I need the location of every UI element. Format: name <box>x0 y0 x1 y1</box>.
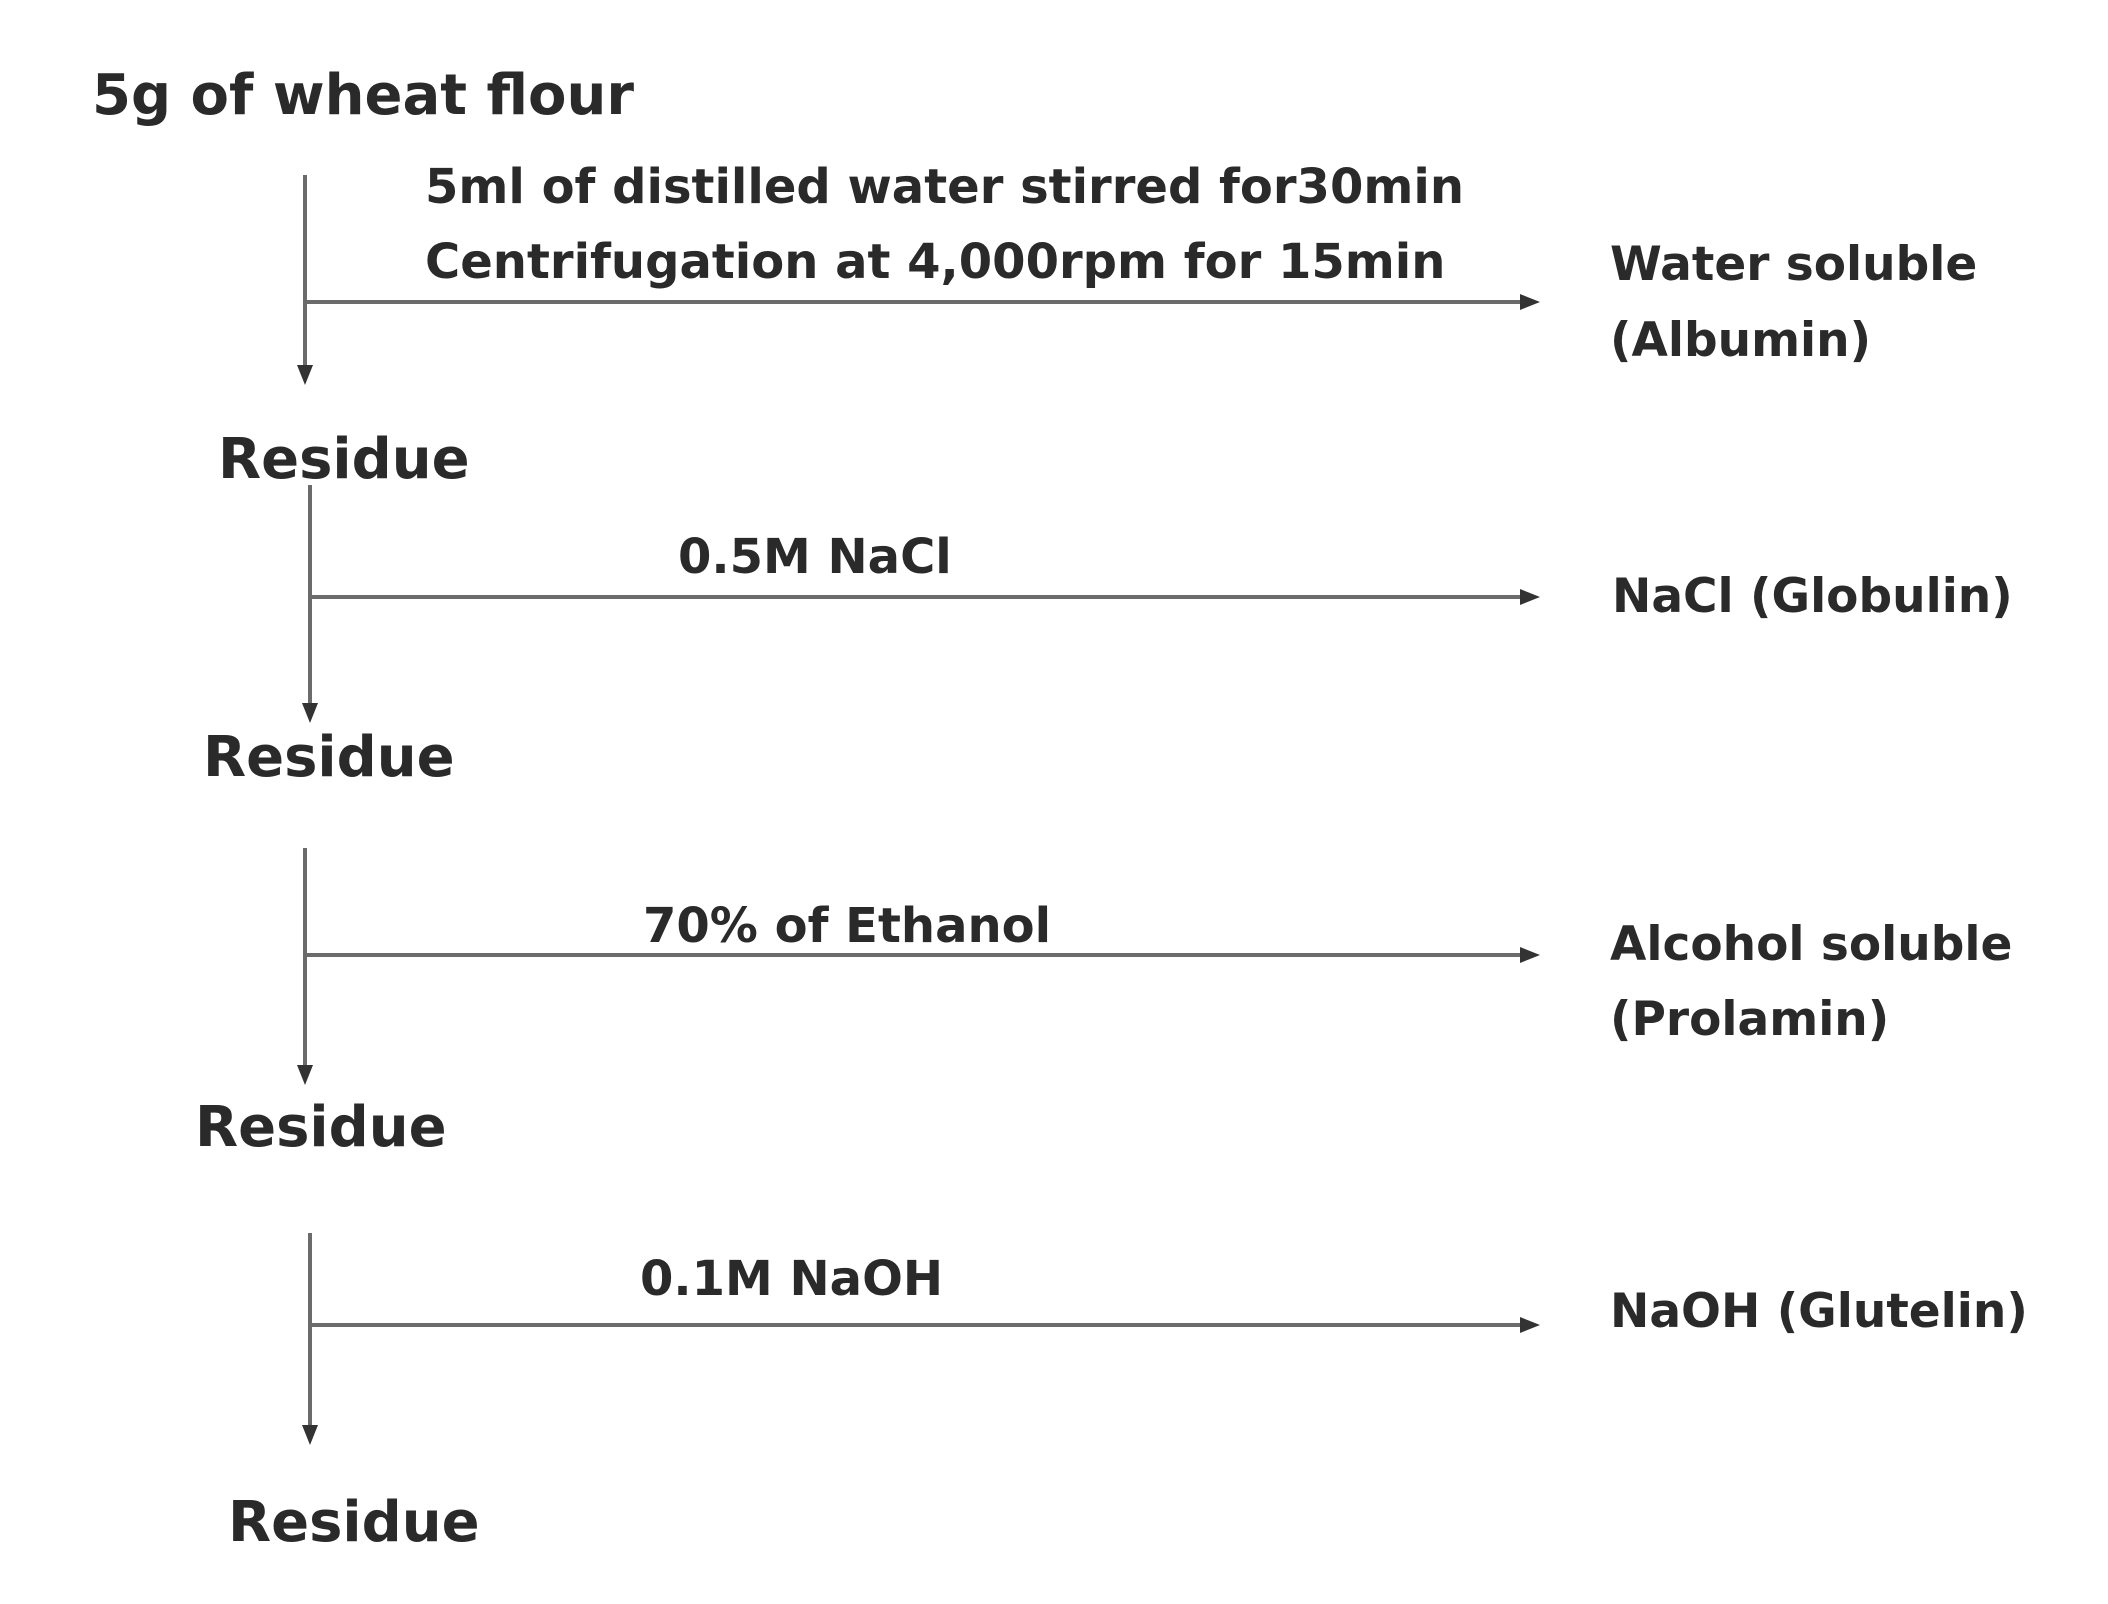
down-arrowhead-4 <box>302 1425 318 1445</box>
step-1-condition-line-1: 5ml of distilled water stirred for30min <box>425 159 1464 215</box>
down-arrowhead-1 <box>297 365 313 385</box>
residue-label-3: Residue <box>195 1095 447 1160</box>
step-3-product-line-1: Alcohol soluble <box>1610 917 2012 972</box>
step-2-product-line-1: NaCl (Globulin) <box>1612 569 2013 624</box>
down-arrowhead-2 <box>302 703 318 723</box>
step-4-condition-line-1: 0.1M NaOH <box>640 1251 943 1307</box>
step-2-condition-line-1: 0.5M NaCl <box>678 529 952 585</box>
right-arrowhead-4 <box>1520 1317 1540 1333</box>
step-4-product-line-1: NaOH (Glutelin) <box>1610 1284 2028 1339</box>
right-arrowhead-2 <box>1520 589 1540 605</box>
step-1-product-line-2: (Albumin) <box>1610 313 1871 368</box>
step-3: 70% of Ethanol Alcohol soluble (Prolamin… <box>195 848 2012 1160</box>
step-3-product-line-2: (Prolamin) <box>1610 992 1889 1047</box>
step-3-condition-line-1: 70% of Ethanol <box>643 898 1051 954</box>
start-material-label: 5g of wheat flour <box>92 63 634 128</box>
step-1: 5ml of distilled water stirred for30min … <box>218 159 1977 492</box>
right-arrowhead-3 <box>1520 947 1540 963</box>
step-1-condition-line-2: Centrifugation at 4,000rpm for 15min <box>425 234 1445 290</box>
step-4: 0.1M NaOH NaOH (Glutelin) Residue <box>228 1233 2028 1555</box>
residue-label-1: Residue <box>218 427 470 492</box>
right-arrowhead-1 <box>1520 294 1540 310</box>
step-1-product-line-1: Water soluble <box>1610 237 1977 292</box>
step-2: 0.5M NaCl NaCl (Globulin) Residue <box>203 485 2013 790</box>
residue-label-2: Residue <box>203 725 455 790</box>
down-arrowhead-3 <box>297 1065 313 1085</box>
final-residue-label: Residue <box>228 1490 480 1555</box>
